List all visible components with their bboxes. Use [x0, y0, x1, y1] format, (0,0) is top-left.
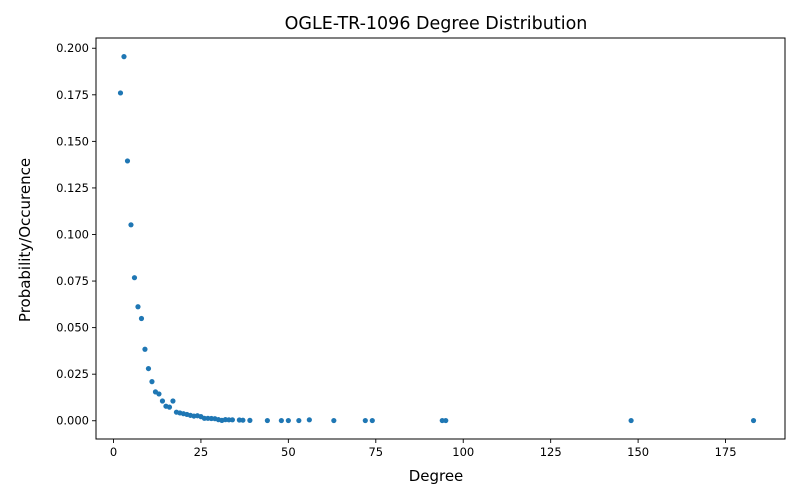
x-tick-label: 0	[110, 445, 117, 459]
y-tick-label: 0.175	[56, 88, 89, 102]
plot-area: 0 25 50 75 100 125 150 175 0.000 0.025 0.050 0.075 0…	[56, 37, 786, 459]
y-tick-label: 0.025	[56, 367, 89, 381]
data-point	[331, 417, 337, 424]
data-point	[149, 379, 155, 385]
data-point	[628, 417, 634, 424]
data-point	[121, 54, 127, 60]
y-tick-label: 0.125	[56, 181, 89, 195]
data-point	[145, 365, 152, 372]
data-point	[156, 391, 162, 397]
data-point	[285, 417, 291, 424]
data-point	[264, 417, 270, 424]
x-tick-label: 50	[281, 445, 296, 459]
y-tick-label: 0.100	[56, 227, 89, 241]
data-point	[117, 90, 124, 96]
data-point	[306, 417, 312, 423]
chart-title: OGLE-TR-1096 Degree Distribution	[285, 14, 588, 34]
data-point	[170, 398, 176, 404]
x-tick-label: 25	[194, 445, 209, 459]
data-point	[128, 222, 134, 228]
y-axis-title: Probability/Occurence	[16, 158, 34, 322]
data-point	[229, 417, 236, 423]
y-tick-label: 0.075	[56, 274, 89, 288]
data-point	[131, 275, 138, 281]
data-point	[443, 417, 449, 424]
x-tick-label: 75	[368, 445, 383, 459]
plot-frame	[95, 37, 786, 440]
data-point	[166, 404, 173, 410]
y-tick-label: 0.050	[56, 321, 89, 335]
data-point	[138, 315, 145, 322]
x-tick-label: 125	[540, 445, 562, 459]
x-tick-label: 100	[452, 445, 474, 459]
x-axis-title: Degree	[409, 467, 464, 485]
data-point	[124, 158, 131, 164]
data-point	[240, 417, 246, 423]
y-tick-label: 0.000	[56, 414, 89, 428]
x-tick-label: 150	[627, 445, 649, 459]
data-point	[159, 398, 166, 404]
y-tick-label: 0.200	[56, 41, 89, 55]
data-point	[135, 304, 141, 310]
data-point	[296, 417, 302, 424]
data-point	[247, 417, 253, 423]
data-point	[278, 417, 284, 424]
data-point	[142, 346, 148, 352]
data-point	[750, 417, 757, 424]
y-tick-label: 0.150	[56, 134, 89, 148]
data-point	[362, 417, 368, 424]
data-point	[369, 417, 375, 424]
x-tick-label: 175	[715, 445, 737, 459]
